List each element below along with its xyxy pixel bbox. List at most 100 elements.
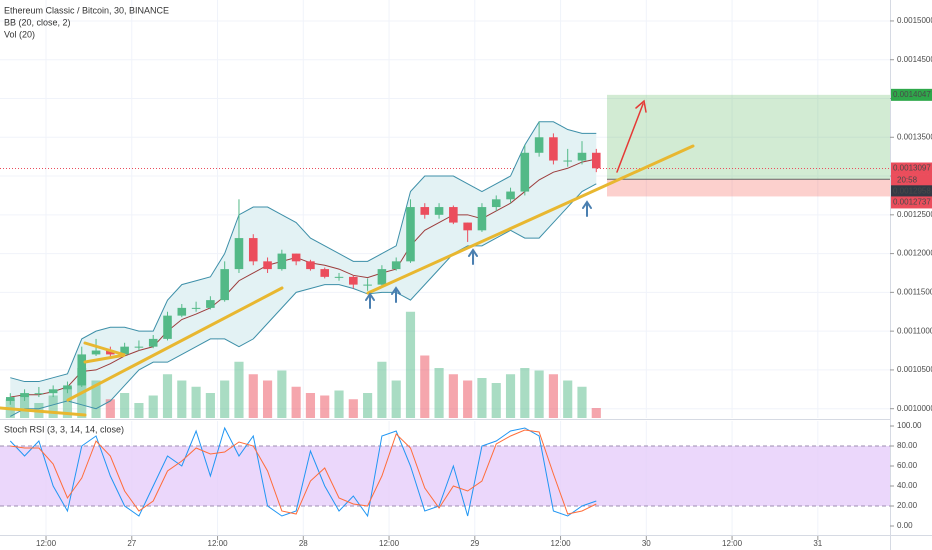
price-label-bg [891,196,932,209]
volume-bar [448,374,458,418]
price-label: 0.0014047 [893,90,931,99]
volume-bar [134,403,144,418]
indicator-label: Stoch RSI (3, 3, 14, 14, close) [4,424,124,434]
price-label-bg [891,88,932,101]
volume-bar [262,380,273,418]
x-tick-label: 27 [127,539,136,548]
volume-bar [577,386,587,418]
trend-line [0,406,87,417]
triangle [83,341,126,364]
candle-body [277,253,287,270]
volume-bar [305,393,316,418]
candle-body [363,284,372,286]
volume-bar [320,395,330,418]
candle-body [220,269,229,301]
candle-body [449,207,458,223]
candle-body [349,276,358,285]
candle-body [34,393,44,395]
y-tick-label: 0.0010000 [897,404,932,413]
bb-upper [10,121,597,383]
x-tick-label: 30 [642,539,651,548]
x-tick-label: 12:00 [551,539,572,548]
volume-bar [563,380,573,418]
candle-body [234,238,244,270]
volume-bar [405,311,416,418]
volume-bar [591,408,601,418]
trend-line [366,144,695,295]
candle-body [577,152,587,161]
y-tick-label: 60.00 [897,461,918,470]
x-tick-label: 12:00 [208,539,229,548]
target-arrow [616,99,647,173]
price-label: 0.0012958 [893,186,931,195]
arrow [391,286,401,303]
y-tick-label: 0.0012500 [897,210,932,219]
y-tick-label: 0.0011500 [897,287,932,296]
x-tick-label: 31 [813,539,822,548]
candle-body [534,137,544,153]
y-tick-label: 0.0014500 [897,55,932,64]
candle-body [120,346,129,355]
candle-body [563,160,572,162]
volume-bar [548,374,558,418]
y-tick-label: 20.00 [897,501,918,510]
volume-bar [62,386,73,418]
x-tick-label: 28 [299,539,308,548]
volume-bar [420,355,430,418]
x-tick-label: 12:00 [36,539,57,548]
candle-body [306,261,315,270]
candle-body [391,261,401,270]
candle-body [506,191,515,200]
candle-body [406,207,415,262]
candle-body [420,207,430,215]
arrow [582,200,592,217]
candle-body [491,199,501,208]
candle-body [320,269,330,277]
y-tick-label: 0.0011000 [897,326,932,335]
price-label: 0.0013097 [893,164,931,173]
countdown: 20:58 [897,176,918,185]
bb-lower [10,183,597,417]
candle-body [520,152,530,192]
position [0,94,890,197]
volume-bar [520,368,530,418]
x-tick-label: 12:00 [722,539,743,548]
volume-bar [377,361,387,418]
candle-body [163,315,172,339]
bb-basis [10,158,597,398]
volume-bar [48,395,58,418]
volume-bar [162,374,173,418]
volume-bar [248,374,258,418]
volume-bar [363,393,373,418]
candle-body [434,207,444,215]
y-tick-label: 0.00 [897,521,913,530]
candle-body [263,261,272,270]
volume-bar [91,380,101,418]
volume-bar [177,380,187,418]
candle-body [377,269,387,285]
volume-bar [348,399,358,418]
price-pane [5,121,601,418]
candle-body [148,338,158,347]
y-tick-label: 0.0012000 [897,249,932,258]
volume-bar [220,380,230,418]
y-tick-label: 100.00 [897,421,922,430]
y-tick-label: 0.0013500 [897,132,932,141]
candle-body [477,207,487,231]
volume-bar [334,390,344,418]
price-label: 0.0012737 [893,198,931,207]
x-tick-label: 29 [470,539,479,548]
candle-body [206,300,215,308]
volume-bar [505,374,516,418]
volume-bar [234,361,244,418]
candle-body [48,389,58,394]
volume-bar [534,370,544,418]
y-tick-label: 0.0010500 [897,365,932,374]
trend-line [66,286,284,402]
indicator-label: Vol (20) [4,29,35,39]
candle-body [463,222,472,231]
candle-body [177,307,187,316]
volume-bar [477,378,487,418]
y-tick-label: 40.00 [897,481,918,490]
